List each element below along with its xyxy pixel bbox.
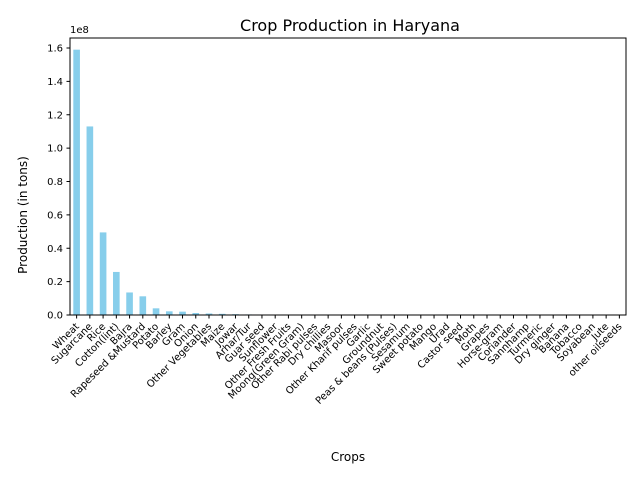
bar-2 — [99, 232, 107, 315]
bar-10 — [205, 313, 213, 315]
plot-frame — [69, 37, 627, 316]
bar-0 — [73, 49, 80, 316]
bar-6 — [152, 308, 160, 315]
x-axis: WheatSugarcaneRiceCotton(lint)BajraRapes… — [50, 315, 625, 407]
y-tick-label-0: 0.0 — [47, 311, 63, 322]
bar-3 — [113, 271, 120, 315]
y-axis: 0.0 0.2 0.4 0.6 0.8 1.0 1.2 1.4 1.6 — [47, 44, 70, 322]
y-tick-label-6: 1.2 — [47, 110, 63, 121]
y-tick-label-3: 0.6 — [47, 210, 63, 221]
y-tick-label-8: 1.6 — [47, 44, 63, 55]
y-tick-label-7: 1.4 — [47, 77, 63, 88]
y-tick-label-2: 0.4 — [47, 244, 63, 255]
y-axis-label: Production (in tons) — [16, 156, 30, 274]
bar-8 — [179, 311, 186, 315]
chart-title: Crop Production in Haryana — [240, 16, 460, 35]
y-tick-label-5: 1.0 — [47, 144, 63, 155]
bar-1 — [86, 126, 94, 315]
x-axis-label: Crops — [331, 450, 365, 464]
y-tick-label-1: 0.2 — [47, 277, 63, 288]
y-tick-label-4: 0.8 — [47, 177, 63, 188]
bar-5 — [139, 296, 147, 315]
y-scale-label: 1e8 — [70, 25, 89, 36]
bar-11 — [218, 313, 226, 315]
bars-group — [73, 49, 583, 316]
bar-9 — [192, 313, 200, 315]
bar-4 — [126, 292, 133, 315]
bar-7 — [165, 311, 173, 315]
